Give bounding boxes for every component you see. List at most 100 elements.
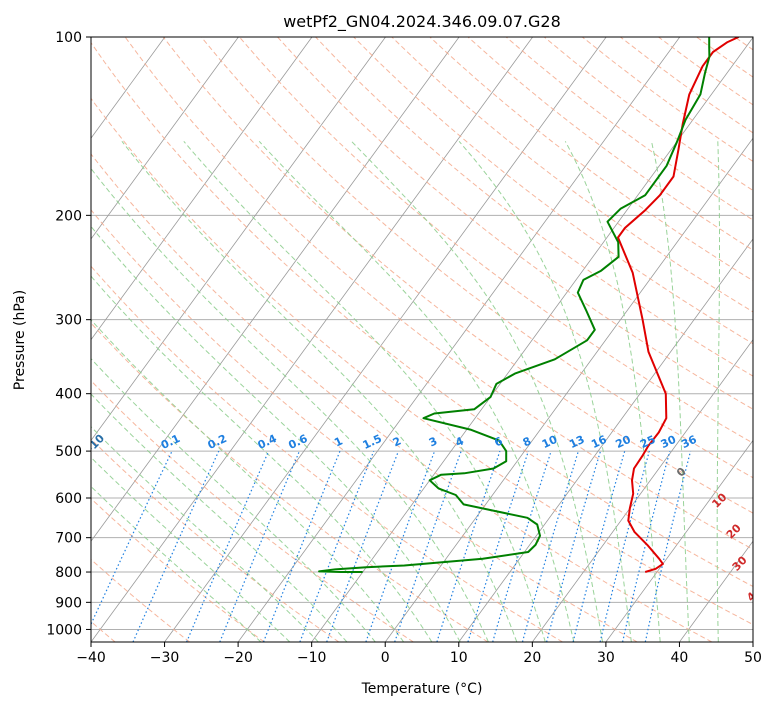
dry-adiabat-line <box>91 558 191 642</box>
dry-adiabat-line <box>543 37 753 192</box>
mixing-ratio-line <box>467 450 529 642</box>
moist-adiabat-label: 30 <box>730 553 750 573</box>
dry-adiabat-line <box>315 37 753 377</box>
mixing-ratio-line <box>219 450 300 642</box>
isotherm-line <box>605 439 753 642</box>
dry-adiabat-line <box>91 379 414 642</box>
y-tick-label: 1000 <box>46 622 82 638</box>
moist-adiabat-label: 0 <box>674 465 689 480</box>
mixing-ratio-line <box>326 450 399 642</box>
mixing-ratio-line <box>186 450 270 642</box>
moist-adiabat-line <box>716 141 720 642</box>
mixing-ratio-line <box>436 450 501 642</box>
y-tick-label: 200 <box>55 208 82 224</box>
mixing-ratio-label: 25 <box>638 433 657 451</box>
moist-adiabat-line <box>564 141 661 642</box>
moist-adiabat-line <box>91 167 489 642</box>
moist-adiabat-line <box>121 140 518 642</box>
dry-adiabat-line <box>162 37 753 514</box>
mixing-ratio-line <box>394 450 462 642</box>
isotherm-line <box>91 37 460 542</box>
mixing-ratio-line <box>492 450 552 642</box>
moist-adiabat-line <box>91 393 348 642</box>
mixing-ratio-label: 20 <box>614 433 634 451</box>
dry-adiabat-line <box>91 41 753 588</box>
mixing-ratio-label: 2 <box>391 434 403 449</box>
moist-adiabat-label: 40 <box>744 584 764 604</box>
moist-adiabat-line <box>258 140 575 642</box>
isotherm-line <box>532 339 753 642</box>
x-tick-label: 10 <box>450 650 468 666</box>
dry-adiabat-line <box>505 37 753 221</box>
y-tick-label: 100 <box>55 30 82 46</box>
x-tick-label: 30 <box>597 650 615 666</box>
y-axis-label: Pressure (hPa) <box>12 290 28 390</box>
dry-adiabat-line <box>91 265 563 642</box>
series-layer <box>318 37 740 573</box>
mixing-ratio-line <box>622 450 671 642</box>
mixing-ratio-label: 0.2 <box>206 432 229 452</box>
x-tick-label: 0 <box>381 650 390 666</box>
dry-adiabat-line <box>91 497 265 642</box>
dry-adiabat-line <box>91 209 638 642</box>
y-axis: 100 200 300 400 500 600 700 800 900 1000 <box>46 30 91 638</box>
mixing-ratio-line <box>572 450 626 642</box>
dry-adiabat-line <box>696 37 753 78</box>
x-tick-label: 50 <box>744 650 762 666</box>
mixing-ratio-line <box>132 450 220 642</box>
mixing-ratio-label: 36 <box>679 433 699 451</box>
mixing-ratio-line <box>599 450 650 642</box>
dry-adiabat-line <box>91 322 489 642</box>
x-axis: −40 −30 −20 −10 0 10 20 30 40 50 <box>76 642 762 666</box>
mixing-ratio-line <box>262 450 341 642</box>
dry-adiabat-label: -20 <box>0 399 17 422</box>
y-tick-label: 800 <box>55 565 82 581</box>
moist-adiabat-line <box>91 357 376 642</box>
x-tick-label: −10 <box>297 650 327 666</box>
isotherm-line <box>237 37 681 642</box>
x-tick-label: −30 <box>150 650 180 666</box>
dry-adiabat-line <box>124 37 753 550</box>
moist-adiabat-label: 10 <box>710 490 730 510</box>
moist-adiabat-line <box>91 485 262 642</box>
isotherm-line <box>311 37 753 642</box>
x-tick-label: −40 <box>76 650 106 666</box>
mixing-ratio-label: 10 <box>540 433 560 451</box>
x-axis-label: Temperature (°C) <box>361 681 483 697</box>
moist-adiabat-line <box>91 425 319 642</box>
moist-adiabat-line <box>91 456 291 642</box>
dry-adiabat-line <box>91 153 713 642</box>
dry-adiabat-line <box>734 37 753 51</box>
mixing-ratio-line <box>644 450 692 642</box>
isotherm-line <box>679 540 753 642</box>
mixing-ratio-label: 3 <box>427 434 439 449</box>
moist-adiabat-line <box>91 225 461 642</box>
dry-adiabat-line <box>91 97 753 626</box>
moist-adiabat-line <box>91 275 433 642</box>
y-tick-label: 600 <box>55 491 82 507</box>
x-tick-label: 20 <box>523 650 541 666</box>
isotherm-line <box>91 37 386 442</box>
chart-title: wetPf2_GN04.2024.346.09.07.G28 <box>283 12 561 32</box>
isotherm-line <box>458 238 753 642</box>
isotherm-line <box>384 137 753 642</box>
y-tick-label: 500 <box>55 444 82 460</box>
mixing-ratio-label: 13 <box>567 433 586 451</box>
isoline-labels: 0.10.20.40.611.52346810131620253036-100-… <box>0 399 764 605</box>
mixing-ratio-line <box>546 450 602 642</box>
moist-adiabat-line <box>91 319 405 642</box>
isotherm-line <box>91 37 533 642</box>
mixing-ratio-label: 1 <box>332 434 344 449</box>
dry-adiabat-line <box>91 438 340 642</box>
mixing-ratio-label: 0.6 <box>286 432 309 452</box>
mixing-ratio-label: 30 <box>659 433 679 451</box>
grid-layer <box>91 37 753 642</box>
plot-frame <box>90 36 754 643</box>
mixing-ratio-line <box>91 450 173 626</box>
mixing-ratio-label: 16 <box>589 433 609 451</box>
x-tick-label: 40 <box>671 650 689 666</box>
dry-adiabat-line <box>353 37 753 345</box>
mixing-ratio-line <box>299 450 375 642</box>
y-tick-label: 900 <box>55 595 82 611</box>
